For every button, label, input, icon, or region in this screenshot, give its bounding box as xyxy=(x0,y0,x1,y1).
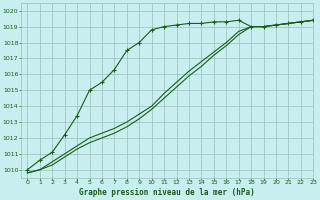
X-axis label: Graphe pression niveau de la mer (hPa): Graphe pression niveau de la mer (hPa) xyxy=(79,188,255,197)
